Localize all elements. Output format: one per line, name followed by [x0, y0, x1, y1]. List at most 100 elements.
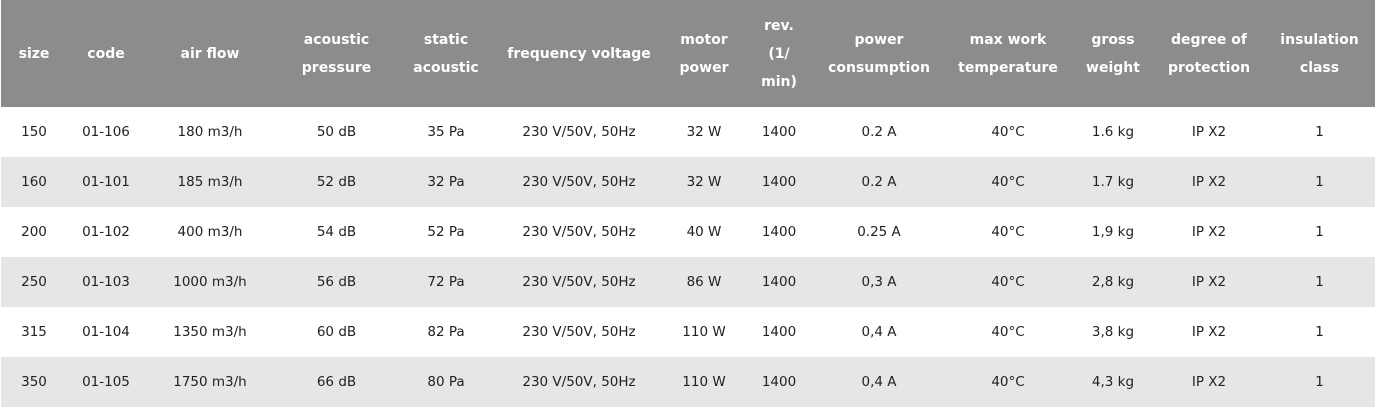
cell-max-work-temperature: 40°C: [991, 274, 1025, 290]
cell-frequency-voltage: 230 V/50V, 50Hz: [522, 324, 636, 340]
cell-static-acoustic: 52 Pa: [427, 224, 465, 240]
cell-motor-power: 32 W: [686, 174, 722, 190]
cell-gross-weight: 2,8 kg: [1091, 274, 1135, 290]
cell-static-acoustic: 72 Pa: [427, 274, 465, 290]
header-air-flow: air flow: [180, 45, 240, 62]
table-row: 350 01-105 1750 m3/h 66 dB 80 Pa 230 V/5…: [1, 357, 1375, 407]
cell-gross-weight: 1,9 kg: [1091, 224, 1135, 240]
table-row: 160 01-101 185 m3/h 52 dB 32 Pa 230 V/50…: [1, 157, 1375, 207]
header-max-work-temperature: max work temperature: [958, 31, 1058, 76]
cell-rev: 1400: [761, 174, 797, 190]
cell-frequency-voltage: 230 V/50V, 50Hz: [522, 124, 636, 140]
header-insulation-class: insulation class: [1280, 31, 1359, 76]
cell-static-acoustic: 32 Pa: [427, 174, 465, 190]
cell-code: 01-105: [82, 374, 130, 390]
cell-frequency-voltage: 230 V/50V, 50Hz: [522, 174, 636, 190]
cell-acoustic-pressure: 60 dB: [316, 324, 357, 340]
cell-rev: 1400: [761, 374, 797, 390]
cell-insulation-class: 1: [1315, 174, 1324, 190]
cell-size: 315: [21, 324, 47, 340]
table-row: 250 01-103 1000 m3/h 56 dB 72 Pa 230 V/5…: [1, 257, 1375, 307]
cell-max-work-temperature: 40°C: [991, 124, 1025, 140]
header-degree-of-protection: degree of protection: [1167, 31, 1251, 76]
cell-rev: 1400: [761, 274, 797, 290]
cell-acoustic-pressure: 54 dB: [316, 224, 357, 240]
cell-degree-of-protection: IP X2: [1191, 324, 1227, 340]
cell-insulation-class: 1: [1315, 324, 1324, 340]
cell-code: 01-101: [82, 174, 130, 190]
cell-max-work-temperature: 40°C: [991, 174, 1025, 190]
header-frequency-voltage: frequency voltage: [507, 45, 651, 62]
header-code: code: [87, 45, 125, 62]
cell-power-consumption: 0.2 A: [861, 124, 897, 140]
cell-motor-power: 110 W: [682, 324, 726, 340]
cell-degree-of-protection: IP X2: [1191, 174, 1227, 190]
header-acoustic-pressure: acoustic pressure: [301, 31, 372, 76]
table-body: 150 01-106 180 m3/h 50 dB 35 Pa 230 V/50…: [1, 107, 1375, 407]
cell-acoustic-pressure: 66 dB: [316, 374, 357, 390]
header-motor-power: motor power: [679, 31, 729, 76]
cell-motor-power: 32 W: [686, 124, 722, 140]
cell-power-consumption: 0,4 A: [861, 374, 897, 390]
cell-max-work-temperature: 40°C: [991, 224, 1025, 240]
cell-static-acoustic: 35 Pa: [427, 124, 465, 140]
cell-power-consumption: 0,3 A: [861, 274, 897, 290]
cell-max-work-temperature: 40°C: [991, 374, 1025, 390]
cell-rev: 1400: [761, 224, 797, 240]
cell-gross-weight: 1.6 kg: [1091, 124, 1135, 140]
cell-degree-of-protection: IP X2: [1191, 274, 1227, 290]
header-power-consumption: power consumption: [828, 31, 930, 76]
cell-acoustic-pressure: 50 dB: [316, 124, 357, 140]
cell-max-work-temperature: 40°C: [991, 324, 1025, 340]
cell-motor-power: 40 W: [686, 224, 722, 240]
cell-code: 01-106: [82, 124, 130, 140]
table-row: 200 01-102 400 m3/h 54 dB 52 Pa 230 V/50…: [1, 207, 1375, 257]
cell-air-flow: 400 m3/h: [177, 224, 243, 240]
cell-air-flow: 180 m3/h: [177, 124, 243, 140]
cell-acoustic-pressure: 52 dB: [316, 174, 357, 190]
cell-insulation-class: 1: [1315, 374, 1324, 390]
header-static-acoustic: static acoustic: [413, 31, 479, 76]
cell-size: 250: [21, 274, 47, 290]
cell-motor-power: 110 W: [682, 374, 726, 390]
cell-gross-weight: 3,8 kg: [1091, 324, 1135, 340]
cell-rev: 1400: [761, 324, 797, 340]
cell-gross-weight: 1.7 kg: [1091, 174, 1135, 190]
cell-insulation-class: 1: [1315, 224, 1324, 240]
cell-degree-of-protection: IP X2: [1191, 224, 1227, 240]
cell-air-flow: 1350 m3/h: [173, 324, 247, 340]
cell-gross-weight: 4,3 kg: [1091, 374, 1135, 390]
cell-rev: 1400: [761, 124, 797, 140]
cell-size: 160: [21, 174, 47, 190]
cell-power-consumption: 0.25 A: [857, 224, 901, 240]
cell-power-consumption: 0,4 A: [861, 324, 897, 340]
table-row: 315 01-104 1350 m3/h 60 dB 82 Pa 230 V/5…: [1, 307, 1375, 357]
cell-motor-power: 86 W: [686, 274, 722, 290]
cell-acoustic-pressure: 56 dB: [316, 274, 357, 290]
cell-size: 200: [21, 224, 47, 240]
cell-code: 01-102: [82, 224, 130, 240]
header-gross-weight: gross weight: [1086, 31, 1140, 76]
header-rev-per-min: rev. (1/min): [761, 17, 797, 90]
cell-air-flow: 1750 m3/h: [173, 374, 247, 390]
cell-size: 350: [21, 374, 47, 390]
cell-code: 01-104: [82, 324, 130, 340]
cell-static-acoustic: 80 Pa: [427, 374, 465, 390]
cell-size: 150: [21, 124, 47, 140]
cell-air-flow: 1000 m3/h: [173, 274, 247, 290]
cell-static-acoustic: 82 Pa: [427, 324, 465, 340]
cell-power-consumption: 0.2 A: [861, 174, 897, 190]
cell-insulation-class: 1: [1315, 124, 1324, 140]
cell-code: 01-103: [82, 274, 130, 290]
cell-air-flow: 185 m3/h: [177, 174, 243, 190]
cell-frequency-voltage: 230 V/50V, 50Hz: [522, 374, 636, 390]
cell-frequency-voltage: 230 V/50V, 50Hz: [522, 224, 636, 240]
header-size: size: [18, 45, 50, 62]
cell-insulation-class: 1: [1315, 274, 1324, 290]
cell-degree-of-protection: IP X2: [1191, 374, 1227, 390]
table-header-row: size code air flow acoustic pressure stat…: [1, 0, 1375, 107]
table-row: 150 01-106 180 m3/h 50 dB 35 Pa 230 V/50…: [1, 107, 1375, 157]
cell-frequency-voltage: 230 V/50V, 50Hz: [522, 274, 636, 290]
